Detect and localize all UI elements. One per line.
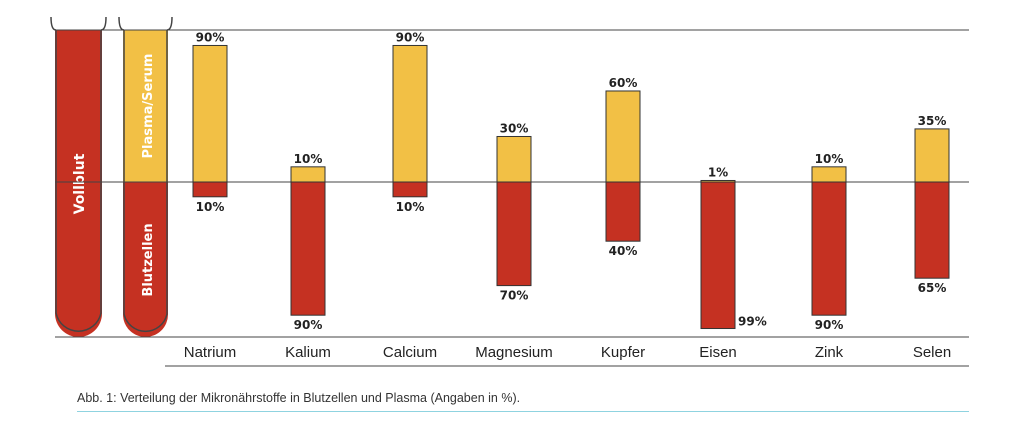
label-cells-magnesium: 70% [500, 289, 529, 303]
label-plasma-natrium: 90% [196, 30, 225, 44]
plasma-serum-label: Plasma/Serum [141, 54, 156, 159]
bar-cells-kupfer [605, 181, 641, 242]
label-cells-selen: 65% [918, 281, 947, 295]
cells-tube-part [123, 182, 168, 337]
label-cells-kupfer: 40% [609, 244, 638, 258]
label-plasma-selen: 35% [918, 114, 947, 128]
whole-blood-tube-outline [55, 30, 102, 332]
label-cells-zink: 90% [815, 318, 844, 332]
separated-tube-outline [123, 30, 168, 333]
figure-caption: Abb. 1: Verteilung der Mikronährstoffe i… [77, 391, 969, 412]
label-cells-natrium: 10% [196, 200, 225, 214]
label-cells-calcium: 10% [396, 200, 425, 214]
bar-cells-eisen [700, 181, 736, 330]
category-label-kupfer: Kupfer [601, 344, 645, 361]
legend-tubes: Vollblut Plasma/Serum Blutzellen [50, 16, 173, 337]
whole-blood-tube-rim [50, 16, 107, 31]
label-plasma-kalium: 10% [294, 152, 323, 166]
bar-plasma-calcium [392, 44, 428, 183]
bar-cells-zink [811, 181, 847, 316]
separated-tube-rim [118, 16, 173, 31]
category-label-selen: Selen [913, 344, 951, 361]
bar-cells-kalium [290, 181, 326, 316]
category-label-eisen: Eisen [699, 344, 737, 361]
label-plasma-calcium: 90% [396, 30, 425, 44]
plasma-tube-part [123, 30, 168, 182]
whole-blood-label: Vollblut [72, 153, 88, 214]
bar-cells-selen [914, 181, 950, 279]
bar-plasma-natrium [192, 44, 228, 183]
bar-plasma-selen [914, 128, 950, 183]
category-label-zink: Zink [815, 344, 844, 361]
label-cells-eisen: 99% [738, 315, 767, 329]
label-plasma-zink: 10% [815, 152, 844, 166]
bar-cells-magnesium [496, 181, 532, 287]
category-label-natrium: Natrium [184, 344, 237, 361]
label-plasma-kupfer: 60% [609, 76, 638, 90]
bar-cells-calcium [392, 181, 428, 198]
label-plasma-magnesium: 30% [500, 121, 529, 135]
label-cells-kalium: 90% [294, 318, 323, 332]
label-plasma-eisen: 1% [708, 165, 728, 179]
category-label-kalium: Kalium [285, 344, 331, 361]
category-label-calcium: Calcium [383, 344, 437, 361]
bar-cells-natrium [192, 181, 228, 198]
whole-blood-tube [55, 30, 102, 337]
chart-labels: 90% 10% Natrium 10% 90% Kalium 90% 10% Calcium 30… [184, 30, 951, 361]
category-label-magnesium: Magnesium [475, 344, 553, 361]
bar-plasma-magnesium [496, 135, 532, 183]
bar-plasma-kalium [290, 166, 326, 183]
chart-bars [192, 44, 950, 330]
bar-plasma-zink [811, 166, 847, 183]
bar-plasma-kupfer [605, 90, 641, 183]
blutzellen-label: Blutzellen [141, 223, 156, 296]
